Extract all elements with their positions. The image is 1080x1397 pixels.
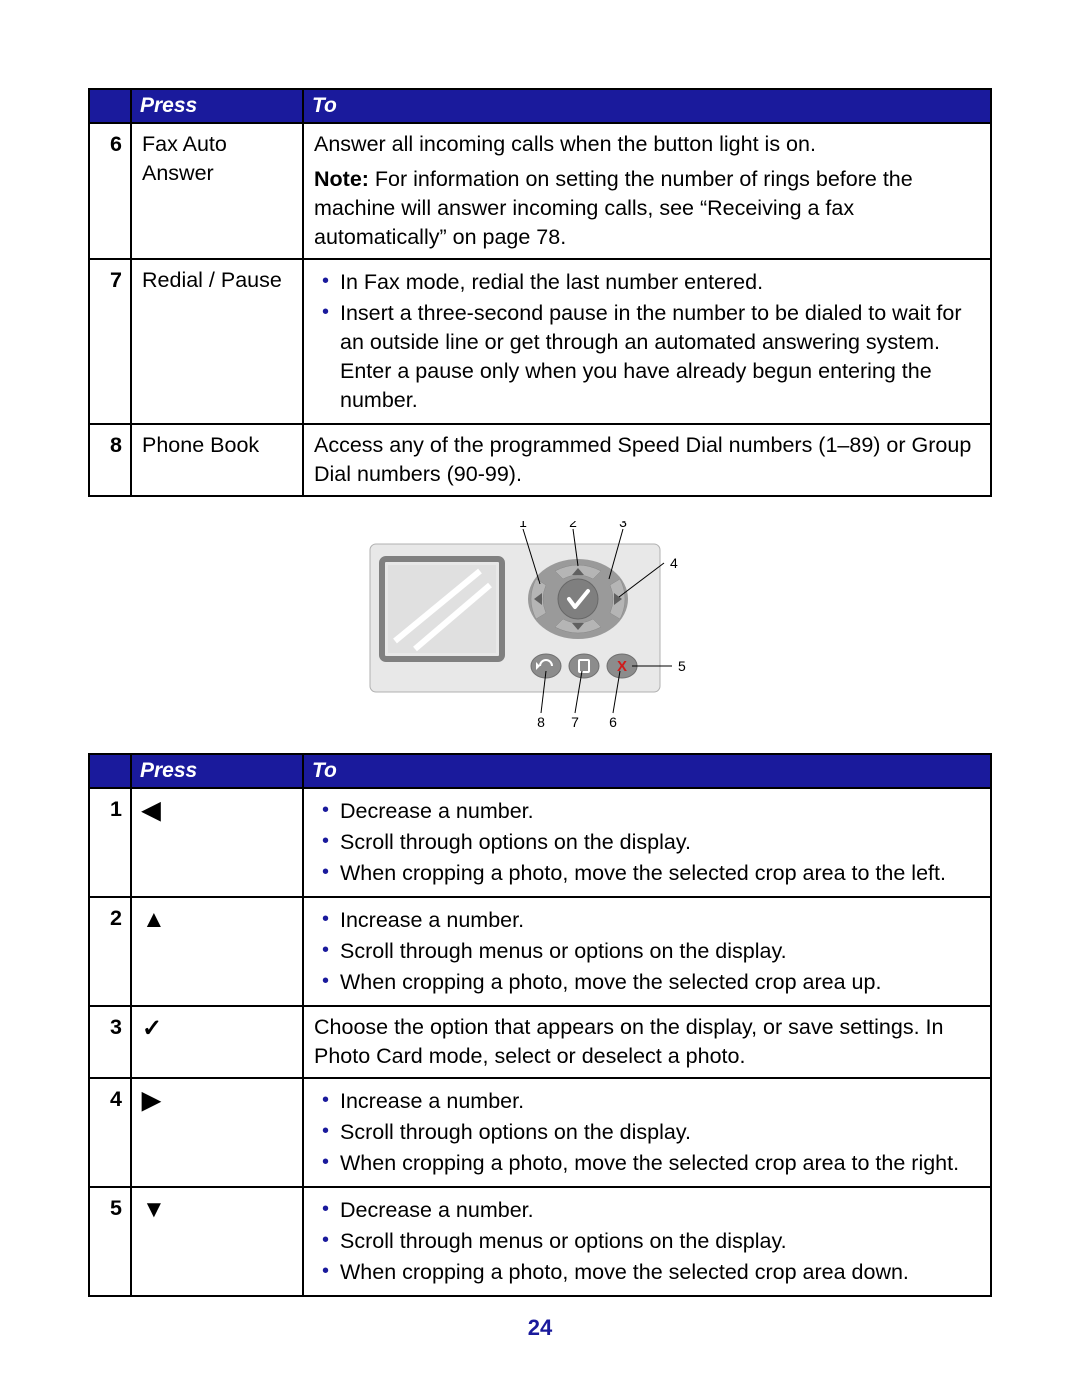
page-content: Press To 6Fax Auto AnswerAnswer all inco… [0, 0, 1080, 1297]
to-cell: Access any of the programmed Speed Dial … [303, 424, 991, 496]
table-row: 6Fax Auto Answer Answer all incoming call… [89, 123, 991, 259]
callout-label: 1 [519, 521, 527, 530]
to-bullets: Decrease a number.Scroll through menus o… [314, 1196, 980, 1287]
to-cell: Choose the option that appears on the di… [303, 1006, 991, 1078]
to-text: Answer all incoming calls when the butto… [314, 130, 980, 159]
press-icon-cell: ▶ [131, 1078, 303, 1187]
table-header-row: Press To [89, 754, 991, 788]
button-reference-table-2: Press To 1◀Decrease a number.Scroll thro… [88, 753, 992, 1297]
header-press: Press [131, 754, 303, 788]
bullet-item: When cropping a photo, move the selected… [314, 1258, 980, 1287]
to-note: Note: For information on setting the num… [314, 165, 980, 252]
to-text: Access any of the programmed Speed Dial … [314, 431, 980, 489]
table-row: 3 ✓ Choose the option that appears on the … [89, 1006, 991, 1078]
table-header-row: Press To [89, 89, 991, 123]
button-reference-table-1: Press To 6Fax Auto Answer Answer all inco… [88, 88, 992, 497]
bullet-item: When cropping a photo, move the selected… [314, 859, 980, 888]
diagram-svg: X 1 2 3 4 5 6 7 8 [360, 521, 720, 731]
callout-label: 6 [609, 714, 617, 730]
callout-label: 5 [678, 658, 686, 674]
row-number: 2 [89, 897, 131, 1006]
bullet-item: Decrease a number. [314, 797, 980, 826]
to-bullets: Increase a number.Scroll through menus o… [314, 906, 980, 997]
bullet-item: Decrease a number. [314, 1196, 980, 1225]
table-row: 4 ▶ Increase a number.Scroll through optio… [89, 1078, 991, 1187]
bullet-item: Scroll through menus or options on the d… [314, 1227, 980, 1256]
press-icon-cell: ✓ [131, 1006, 303, 1078]
bullet-item: In Fax mode, redial the last number ente… [314, 268, 980, 297]
check-icon: ✓ [142, 1013, 162, 1045]
press-icon-cell: ▼ [131, 1187, 303, 1296]
bullet-item: Increase a number. [314, 906, 980, 935]
bullet-item: Scroll through options on the display. [314, 1118, 980, 1147]
bullet-item: When cropping a photo, move the selected… [314, 1149, 980, 1178]
small-buttons: X [531, 654, 637, 678]
to-bullets: In Fax mode, redial the last number ente… [314, 268, 980, 415]
to-cell: In Fax mode, redial the last number ente… [303, 259, 991, 424]
bullet-item: Insert a three-second pause in the numbe… [314, 299, 980, 415]
table-row: 7Redial / Pause In Fax mode, redial the l… [89, 259, 991, 424]
row-number: 5 [89, 1187, 131, 1296]
to-cell: Answer all incoming calls when the butto… [303, 123, 991, 259]
to-cell: Increase a number.Scroll through menus o… [303, 897, 991, 1006]
press-label: Fax Auto Answer [131, 123, 303, 259]
row-number: 4 [89, 1078, 131, 1187]
table-row: 8Phone BookAccess any of the programmed … [89, 424, 991, 496]
row-number: 3 [89, 1006, 131, 1078]
table-row: 2 ▲ Increase a number.Scroll through menus… [89, 897, 991, 1006]
table-row: 5 ▼ Decrease a number.Scroll through menus… [89, 1187, 991, 1296]
arrow-up-icon: ▲ [142, 904, 166, 936]
callout-label: 7 [571, 714, 579, 730]
row-number: 1 [89, 788, 131, 897]
row-number: 6 [89, 123, 131, 259]
arrow-left-icon: ◀ [142, 795, 160, 827]
arrow-right-icon: ▶ [142, 1085, 160, 1117]
note-text: For information on setting the number of… [314, 167, 913, 249]
to-cell: Decrease a number.Scroll through menus o… [303, 1187, 991, 1296]
to-cell: Decrease a number.Scroll through options… [303, 788, 991, 897]
dpad-cluster [528, 559, 628, 639]
press-label: Redial / Pause [131, 259, 303, 424]
to-cell: Increase a number.Scroll through options… [303, 1078, 991, 1187]
bullet-item: Scroll through menus or options on the d… [314, 937, 980, 966]
bullet-item: When cropping a photo, move the selected… [314, 968, 980, 997]
press-icon-cell: ▲ [131, 897, 303, 1006]
table-row: 1 ◀ Decrease a number.Scroll through optio… [89, 788, 991, 897]
header-blank [89, 89, 131, 123]
to-bullets: Decrease a number.Scroll through options… [314, 797, 980, 888]
control-panel-diagram: X 1 2 3 4 5 6 7 8 [88, 521, 992, 731]
press-label: Phone Book [131, 424, 303, 496]
svg-text:X: X [617, 658, 627, 675]
header-to: To [303, 754, 991, 788]
press-icon-cell: ◀ [131, 788, 303, 897]
page-number: 24 [0, 1315, 1080, 1341]
bullet-item: Scroll through options on the display. [314, 828, 980, 857]
callout-label: 8 [537, 714, 545, 730]
header-press: Press [131, 89, 303, 123]
row-number: 7 [89, 259, 131, 424]
to-text: Choose the option that appears on the di… [314, 1013, 980, 1071]
header-to: To [303, 89, 991, 123]
note-label: Note: [314, 167, 369, 191]
header-blank [89, 754, 131, 788]
row-number: 8 [89, 424, 131, 496]
callout-label: 2 [569, 521, 577, 530]
callout-label: 3 [619, 521, 627, 530]
callout-label: 4 [670, 555, 678, 571]
arrow-down-icon: ▼ [142, 1194, 166, 1226]
to-bullets: Increase a number.Scroll through options… [314, 1087, 980, 1178]
bullet-item: Increase a number. [314, 1087, 980, 1116]
